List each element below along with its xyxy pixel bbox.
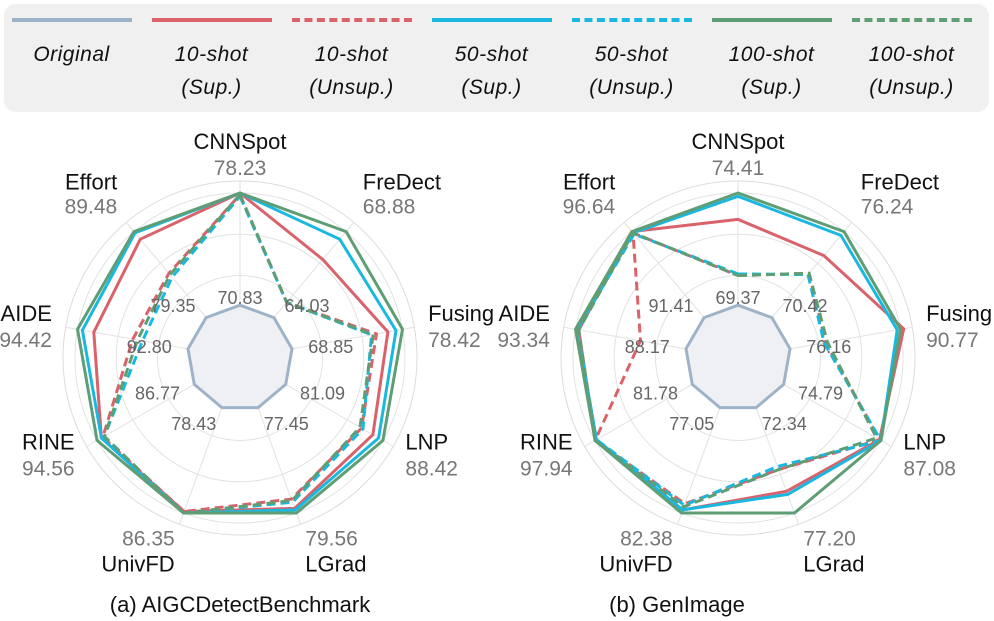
legend-item: 10-shot (Unsup.) (284, 4, 419, 112)
series-50-shot-unsup (575, 232, 883, 507)
legend-label: Original (33, 43, 110, 66)
axis-label-univfd: UnivFD (101, 552, 174, 577)
series-100-shot-unsup (102, 193, 375, 515)
axis-label-univfd: UnivFD (599, 552, 672, 577)
series-10-shot-sup (92, 191, 390, 513)
axis-outer-value: 96.64 (563, 196, 616, 219)
axis-outer-value: 90.77 (926, 329, 979, 352)
axis-outer-value: 76.24 (861, 196, 914, 219)
axis-inner-value: 91.41 (648, 296, 693, 316)
legend-item: Original (4, 4, 139, 112)
axis-inner-value: 92.80 (127, 337, 172, 357)
legend-item: 50-shot (Sup.) (424, 4, 559, 112)
axis-inner-value: 70.42 (783, 296, 828, 316)
axis-label-lnp: LNP (903, 430, 946, 455)
axis-inner-value: 77.05 (669, 414, 714, 434)
legend-swatch (572, 18, 692, 22)
legend-item: 10-shot (Sup.) (144, 4, 279, 112)
axis-label-cnnspot: CNNSpot (194, 129, 287, 154)
legend-label: 50-shot (Unsup.) (589, 43, 674, 99)
axis-label-rine: RINE (22, 430, 75, 455)
axis-label-fredect: FreDect (861, 170, 939, 195)
legend: Original 10-shot (Sup.) 10-shot (Unsup.) 50-s… (4, 4, 989, 112)
axis-inner-value: 77.45 (264, 414, 309, 434)
legend-swatch (432, 18, 552, 22)
caption-b: (b) GenImage (609, 592, 745, 617)
series-100-shot-sup (76, 191, 404, 515)
axis-inner-value: 86.77 (135, 384, 180, 404)
axis-inner-value: 88.17 (625, 337, 670, 357)
caption-a: (a) AIGCDetectBenchmark (109, 592, 371, 617)
legend-item: 100-shot (Unsup.) (844, 4, 979, 112)
legend-label: 50-shot (Sup.) (454, 43, 529, 99)
axis-label-cnnspot: CNNSpot (692, 129, 785, 154)
series-100-shot-sup (574, 191, 902, 515)
axis-label-lnp: LNP (405, 430, 448, 455)
axis-inner-value: 81.78 (633, 384, 678, 404)
axis-inner-value: 64.03 (285, 296, 330, 316)
legend-swatch (712, 18, 832, 22)
axis-outer-value: 94.56 (22, 458, 75, 481)
axis-outer-value: 78.23 (214, 157, 267, 180)
axis-inner-value: 72.34 (762, 414, 807, 434)
axis-label-aide: AIDE (499, 301, 550, 326)
series-100-shot-unsup (577, 231, 879, 509)
axis-label-aide: AIDE (1, 301, 52, 326)
axis-inner-value: 70.83 (217, 288, 262, 308)
legend-swatch (292, 18, 412, 22)
legend-label: 10-shot (Sup.) (174, 43, 249, 99)
axis-outer-value: 94.42 (0, 329, 52, 352)
series-50-shot-sup (80, 191, 398, 515)
legend-label: 100-shot (Sup.) (728, 43, 815, 99)
axis-inner-value: 79.35 (150, 296, 195, 316)
legend-swatch (12, 18, 132, 22)
axis-outer-value: 97.94 (520, 458, 573, 481)
legend-label: 10-shot (Unsup.) (309, 43, 394, 99)
legend-swatch (852, 18, 972, 22)
axis-outer-value: 74.41 (712, 157, 765, 180)
legend-item: 50-shot (Unsup.) (564, 4, 699, 112)
axis-label-effort: Effort (65, 170, 117, 195)
axis-label-rine: RINE (520, 430, 573, 455)
series-original (684, 303, 792, 410)
axis-inner-value: 76.16 (806, 337, 851, 357)
axis-inner-value: 81.09 (300, 384, 345, 404)
axis-outer-value: 82.38 (620, 528, 673, 551)
axis-inner-value: 78.43 (171, 414, 216, 434)
legend-item: 100-shot (Sup.) (704, 4, 839, 112)
legend-label: 100-shot (Unsup.) (868, 43, 955, 99)
axis-outer-value: 86.35 (122, 528, 175, 551)
axis-outer-value: 68.88 (363, 196, 416, 219)
legend-swatch (152, 18, 272, 22)
axis-label-fusing: Fusing (926, 301, 992, 326)
axis-label-lgrad: LGrad (305, 552, 366, 577)
axis-outer-value: 87.08 (903, 458, 956, 481)
series-original (186, 303, 294, 410)
axis-inner-value: 69.37 (715, 288, 760, 308)
axis-outer-value: 88.42 (405, 458, 458, 481)
axis-label-lgrad: LGrad (803, 552, 864, 577)
axis-outer-value: 78.42 (428, 329, 481, 352)
axis-outer-value: 79.56 (305, 528, 358, 551)
axis-outer-value: 77.20 (803, 528, 856, 551)
axis-label-fusing: Fusing (428, 301, 494, 326)
axis-outer-value: 93.34 (497, 329, 550, 352)
axis-inner-value: 68.85 (308, 337, 353, 357)
axis-label-effort: Effort (563, 170, 615, 195)
axis-outer-value: 89.48 (65, 196, 118, 219)
axis-label-fredect: FreDect (363, 170, 441, 195)
axis-inner-value: 74.79 (798, 384, 843, 404)
